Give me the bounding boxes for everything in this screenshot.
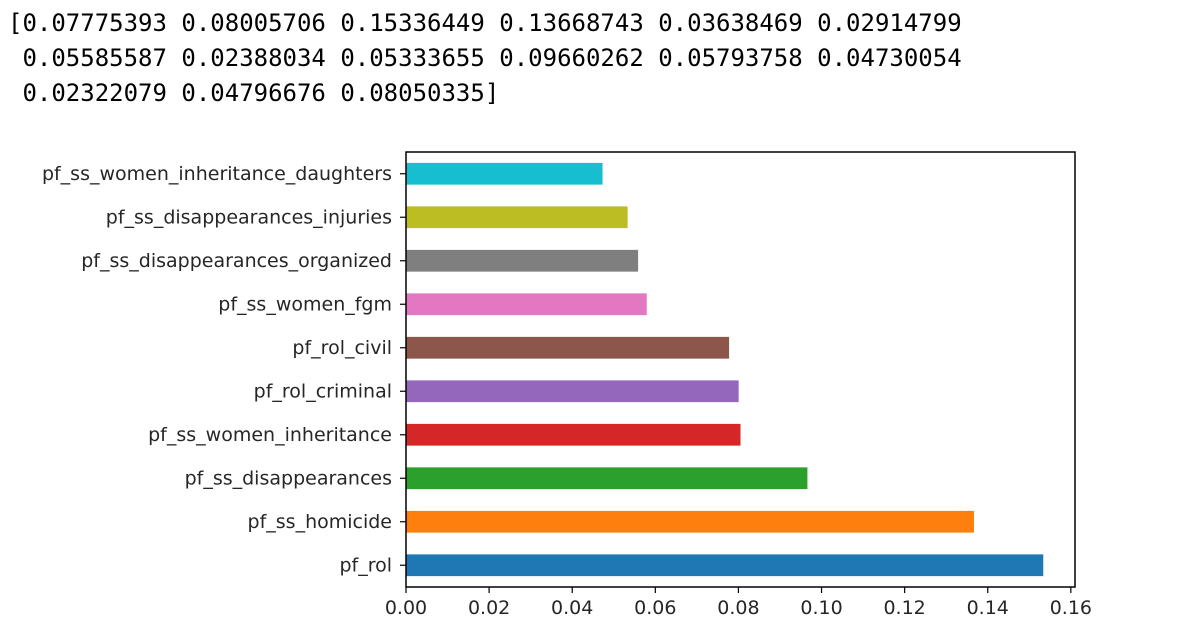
x-tick-label: 0.16 — [1050, 597, 1092, 619]
x-tick-label: 0.06 — [634, 597, 676, 619]
bar-group — [406, 162, 1044, 577]
y-tick-label: pf_ss_women_inheritance — [148, 424, 392, 446]
y-tick-label: pf_rol_criminal — [254, 380, 392, 402]
x-axis: 0.00 0.02 0.04 0.06 0.08 0.10 0.12 0.14 0.16 — [385, 587, 1092, 619]
bar-pf-rol-civil — [406, 336, 730, 359]
x-tick-label: 0.02 — [468, 597, 510, 619]
y-tick-label: pf_ss_homicide — [248, 511, 392, 533]
bar-pf-rol-criminal — [406, 380, 739, 403]
bar-pf-ss-disappearances — [406, 467, 808, 490]
y-tick-label: pf_rol_civil — [292, 337, 392, 359]
bar-pf-ss-women-fgm — [406, 293, 647, 316]
y-tick-label: pf_ss_disappearances_injuries — [106, 206, 392, 228]
output-line-1: [0.07775393 0.08005706 0.15336449 0.1366… — [8, 9, 962, 37]
bar-pf-ss-disappearances-organized — [406, 249, 639, 272]
y-tick-label: pf_ss_women_fgm — [218, 293, 392, 315]
x-tick-label: 0.08 — [717, 597, 759, 619]
x-tick-label: 0.10 — [800, 597, 842, 619]
x-tick-label: 0.12 — [883, 597, 925, 619]
axes-frame — [405, 151, 1076, 588]
output-line-2: 0.05585587 0.02388034 0.05333655 0.09660… — [8, 44, 962, 72]
y-tick-label: pf_ss_disappearances — [185, 467, 392, 489]
x-tick-label: 0.04 — [551, 597, 593, 619]
x-tick-label: 0.00 — [385, 597, 427, 619]
bar-pf-rol — [406, 554, 1044, 577]
bar-pf-ss-women-inheritance — [406, 423, 741, 446]
y-tick-label: pf_ss_disappearances_organized — [81, 250, 392, 272]
bar-pf-ss-disappearances-injuries — [406, 206, 628, 229]
output-line-3: 0.02322079 0.04796676 0.08050335] — [8, 79, 500, 107]
x-tick-label: 0.14 — [967, 597, 1009, 619]
bar-pf-ss-homicide — [406, 510, 974, 533]
bar-pf-ss-women-inheritance-daughters — [406, 162, 603, 185]
y-tick-label: pf_ss_women_inheritance_daughters — [42, 163, 392, 185]
y-tick-label: pf_rol — [339, 554, 392, 576]
printed-array-output: [0.07775393 0.08005706 0.15336449 0.1366… — [8, 6, 962, 111]
y-tick-labels: pf_rol pf_ss_homicide pf_ss_disappearances… — [42, 163, 406, 576]
